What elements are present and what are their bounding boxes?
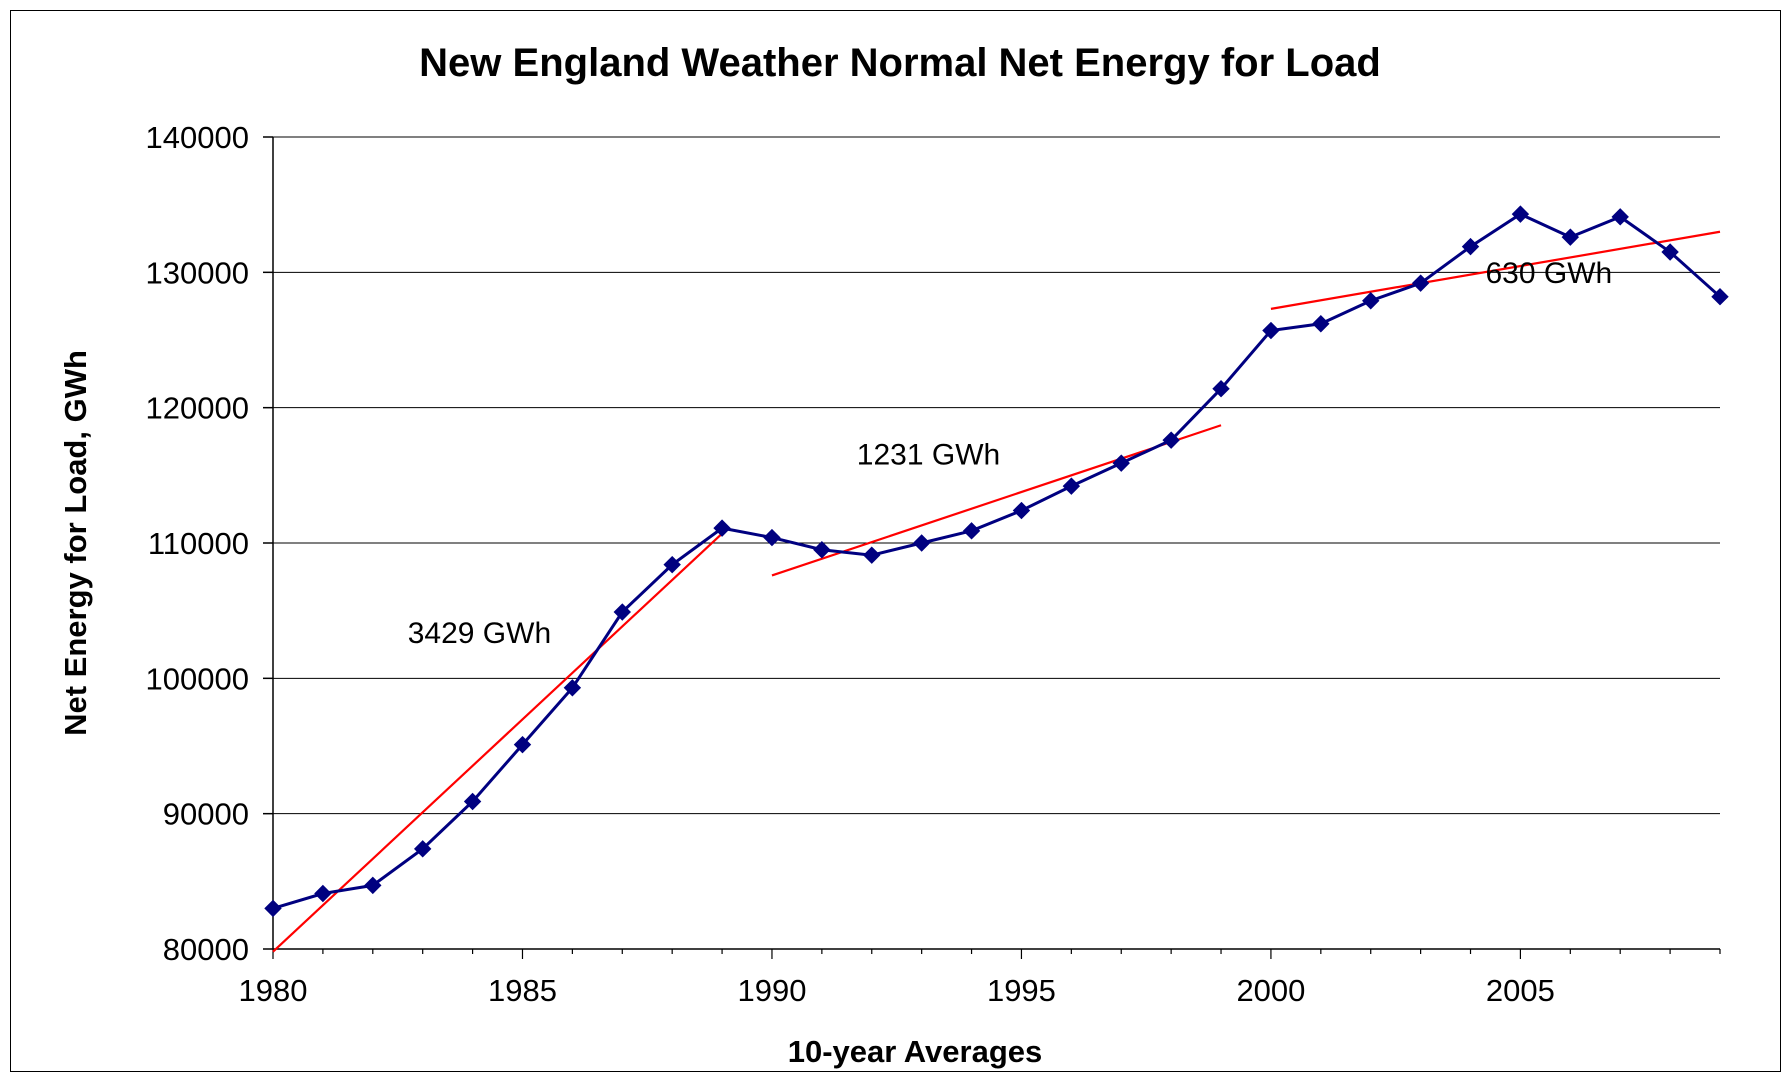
data-point-marker (1262, 321, 1280, 340)
data-point-marker (1112, 454, 1130, 472)
series-line (272, 212, 1722, 910)
data-point-marker (663, 555, 681, 574)
y-tick-label: 110000 (148, 526, 249, 561)
data-point-marker (1212, 380, 1230, 398)
data-point-marker (1012, 501, 1031, 520)
data-point-marker (463, 792, 482, 811)
data-point-marker (1661, 243, 1679, 261)
y-axis-title: Net Energy for Load, GWh (58, 350, 93, 736)
chart-title: New England Weather Normal Net Energy fo… (419, 41, 1381, 85)
x-tick-label: 1995 (987, 973, 1056, 1008)
data-point-marker (962, 522, 981, 540)
data-point-marker (1711, 287, 1729, 306)
data-point-marker (314, 884, 332, 903)
data-point-marker (1461, 237, 1480, 256)
y-tick-label: 120000 (146, 391, 249, 426)
data-point-marker (1611, 208, 1629, 226)
data-point-marker (1511, 205, 1530, 223)
data-point-marker (863, 546, 881, 564)
y-tick-label: 140000 (146, 120, 249, 155)
data-point-marker (912, 534, 931, 552)
x-tick-label: 1980 (239, 973, 308, 1008)
y-axis-ticks: 80000 90000 100000 110000 120000 130000 140000 (146, 120, 273, 967)
data-point-marker (264, 899, 282, 918)
x-axis-ticks: 1980 1985 1990 1995 2000 2005 (239, 949, 1721, 1008)
trend-annotation: 1231 GWh (857, 439, 1000, 472)
x-axis-title: 10-year Averages (788, 1034, 1043, 1069)
x-tick-label: 2000 (1236, 973, 1305, 1008)
data-point-marker (513, 735, 532, 754)
y-tick-label: 100000 (146, 661, 249, 696)
data-point-marker (613, 603, 631, 621)
data-point-marker (413, 840, 432, 858)
x-tick-label: 2005 (1486, 973, 1555, 1008)
data-series (264, 205, 1729, 918)
trend-lines (272, 230, 1721, 953)
y-tick-label: 80000 (163, 932, 249, 967)
y-tick-label: 130000 (146, 255, 249, 290)
data-point-marker (1362, 292, 1380, 310)
trend-annotations: 3429 GWh 1231 GWh 630 GWh (408, 257, 1612, 650)
data-point-marker (1062, 477, 1081, 495)
x-tick-label: 1990 (737, 973, 806, 1008)
data-point-marker (364, 876, 382, 895)
data-point-marker (563, 679, 582, 697)
data-point-marker (713, 519, 731, 537)
gridlines (273, 136, 1720, 815)
trend-line (272, 532, 723, 953)
data-point-marker (813, 541, 831, 559)
trend-annotation: 630 GWh (1485, 257, 1612, 290)
x-tick-label: 1985 (488, 973, 557, 1008)
data-point-marker (763, 528, 781, 547)
trend-annotation: 3429 GWh (408, 617, 551, 650)
data-point-marker (1312, 315, 1330, 333)
y-tick-label: 90000 (163, 797, 249, 832)
data-point-marker (1162, 431, 1180, 449)
data-point-marker (1561, 228, 1580, 246)
chart-frame (10, 10, 1781, 1072)
trend-line (1270, 230, 1721, 310)
data-point-marker (1411, 274, 1430, 292)
